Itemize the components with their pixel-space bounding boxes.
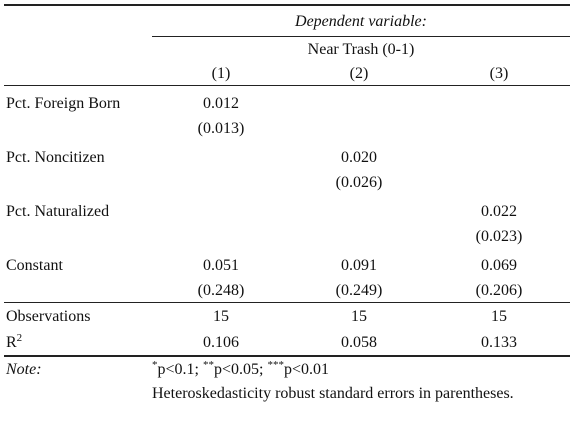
standard-error-row: (0.026) [4,170,570,194]
coefficient-cell [290,198,428,224]
standard-error-cell: (0.206) [475,281,523,299]
header-row-dependent: Dependent variable: [4,4,570,37]
model-label-2: (2) [349,64,369,82]
standard-error-cell [290,116,428,140]
coefficient-cell: 0.091 [341,256,377,274]
standard-error-cell [428,170,570,194]
coefficient-row: Pct. Naturalized 0.022 [4,198,570,224]
model-label-1: (1) [211,64,231,82]
statistic-label-superscript: 2 [16,331,23,344]
standard-error-cell: (0.013) [197,119,245,137]
dependent-variable-name: Near Trash (0-1) [307,40,415,58]
coefficient-row: Pct. Noncitizen 0.020 [4,144,570,170]
statistic-row: Observations 15 15 15 [4,302,570,329]
variable-label: Pct. Foreign Born [6,94,121,112]
header-row-models: (1) (2) (3) [4,61,570,86]
regression-table: Dependent variable: Near Trash (0-1) (1)… [4,4,570,405]
note-text: Heteroskedasticity robust standard error… [152,384,514,402]
significance-stars: ** [202,358,214,371]
statistic-value: 0.058 [290,329,428,357]
note-row-text: Heteroskedasticity robust standard error… [4,381,570,405]
standard-error-cell [428,116,570,140]
coefficient-cell: 0.022 [481,202,517,220]
significance-stars: *** [267,358,284,371]
statistic-label: R2 [4,329,152,357]
coefficient-cell [290,90,428,116]
significance-legend: *p<0.1; **p<0.05; ***p<0.01 [152,356,570,381]
header-row-variable-name: Near Trash (0-1) [4,37,570,62]
statistic-row: R2 0.106 0.058 0.133 [4,329,570,357]
variable-label: Pct. Naturalized [6,202,110,220]
significance-threshold: p<0.1; [157,360,203,378]
coefficient-cell [428,90,570,116]
statistic-value: 15 [152,302,290,329]
statistic-label: Observations [4,302,152,329]
significance-stars: * [152,358,158,371]
standard-error-cell [152,170,290,194]
standard-error-cell: (0.248) [197,281,245,299]
note-label: Note: [6,360,42,378]
standard-error-cell: (0.249) [335,281,383,299]
statistic-value: 0.106 [152,329,290,357]
standard-error-row: (0.023) [4,224,570,248]
significance-threshold: p<0.01 [283,360,329,378]
statistic-label-text: R [6,333,17,351]
standard-error-row: (0.248) (0.249) (0.206) [4,278,570,303]
coefficient-row: Pct. Foreign Born 0.012 [4,90,570,116]
statistic-value: 0.133 [428,329,570,357]
variable-label: Constant [6,256,63,274]
standard-error-cell [290,224,428,248]
statistic-value: 15 [290,302,428,329]
standard-error-cell: (0.026) [335,173,383,191]
coefficient-cell: 0.051 [203,256,239,274]
coefficient-cell [152,198,290,224]
standard-error-row: (0.013) [4,116,570,140]
standard-error-cell: (0.023) [475,227,523,245]
significance-threshold: p<0.05; [213,360,268,378]
statistic-label-text: Observations [6,307,91,325]
coefficient-cell: 0.069 [481,256,517,274]
coefficient-cell [152,144,290,170]
coefficient-row: Constant 0.051 0.091 0.069 [4,252,570,278]
note-row-significance: Note: *p<0.1; **p<0.05; ***p<0.01 [4,356,570,381]
standard-error-cell [152,224,290,248]
coefficient-cell: 0.012 [203,94,239,112]
variable-label: Pct. Noncitizen [6,148,105,166]
dependent-variable-label: Dependent variable: [152,4,570,37]
model-label-3: (3) [489,64,509,82]
coefficient-cell [428,144,570,170]
statistic-value: 15 [428,302,570,329]
coefficient-cell: 0.020 [341,148,377,166]
